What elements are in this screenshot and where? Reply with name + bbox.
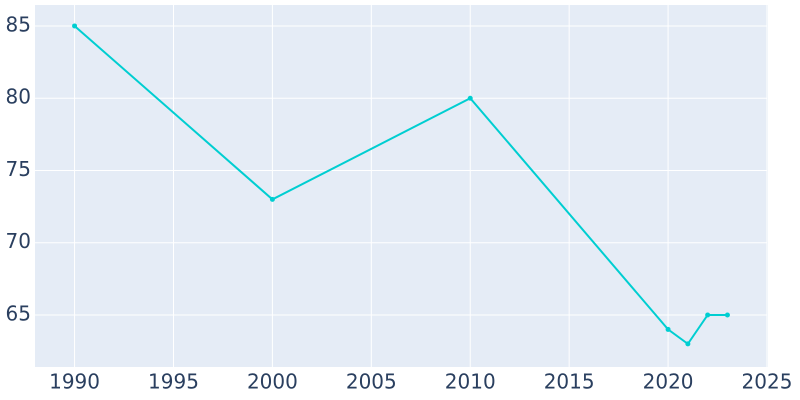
y-tick-label: 85: [6, 12, 31, 36]
point: [467, 95, 473, 101]
x-tick-label: 2010: [445, 370, 496, 394]
x-tick-label: 1990: [49, 370, 100, 394]
x-tick-label: 2005: [346, 370, 397, 394]
plot-background: [35, 5, 768, 367]
x-tick-label: 2020: [643, 370, 694, 394]
point: [705, 312, 711, 318]
point: [269, 196, 275, 202]
y-tick-label: 80: [6, 85, 31, 109]
x-tick-label: 2025: [742, 370, 793, 394]
x-tick-label: 2000: [247, 370, 298, 394]
y-tick-label: 65: [6, 301, 31, 325]
point: [72, 23, 78, 29]
y-tick-label: 70: [6, 229, 31, 253]
point: [724, 312, 730, 318]
x-tick-label: 2015: [544, 370, 595, 394]
point: [685, 341, 691, 347]
x-tick-label: 1995: [148, 370, 199, 394]
point: [665, 326, 671, 332]
y-tick-label: 75: [6, 157, 31, 181]
